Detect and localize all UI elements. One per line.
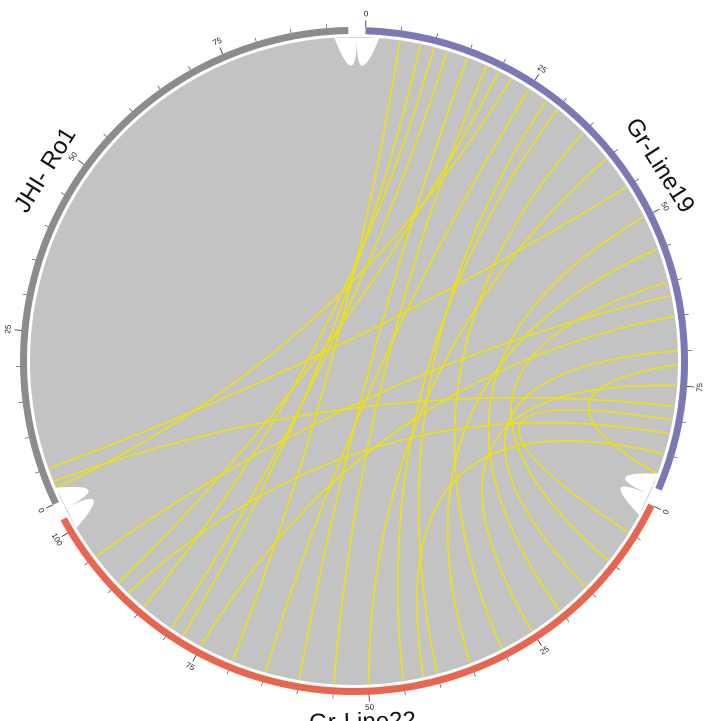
minor-tick <box>129 108 133 112</box>
minor-tick <box>614 149 618 153</box>
tick <box>537 639 542 647</box>
tick <box>654 506 662 510</box>
minor-tick <box>637 537 641 541</box>
link <box>118 71 500 584</box>
minor-tick <box>616 567 620 571</box>
segment-arc <box>365 27 688 491</box>
minor-tick <box>226 670 229 675</box>
minor-tick <box>254 37 257 42</box>
tick-label: 75 <box>695 382 705 392</box>
minor-tick <box>44 224 49 227</box>
link <box>298 58 468 680</box>
minor-tick <box>35 471 40 474</box>
minor-tick <box>673 456 678 459</box>
tick <box>192 655 197 662</box>
minor-tick <box>162 636 166 641</box>
minor-tick <box>401 26 403 31</box>
minor-tick <box>506 657 509 662</box>
link <box>481 384 677 632</box>
segment-arc <box>20 27 349 505</box>
minor-tick <box>84 562 88 566</box>
link <box>49 186 627 469</box>
minor-tick <box>635 178 639 182</box>
tick-label: 25 <box>3 324 13 334</box>
link <box>56 78 512 489</box>
minor-tick <box>473 672 476 677</box>
minor-tick <box>404 691 406 696</box>
tick <box>534 74 540 81</box>
tick-label: 100 <box>50 531 65 548</box>
link <box>333 66 487 684</box>
link <box>96 295 671 557</box>
minor-tick <box>677 278 682 280</box>
minor-tick <box>157 85 161 90</box>
link <box>128 421 669 594</box>
segment-name: JHI- Ro1 <box>9 123 82 218</box>
link <box>397 109 558 681</box>
minor-tick <box>590 122 594 126</box>
tick <box>61 532 68 537</box>
tick-label: 50 <box>365 703 375 712</box>
tick <box>78 160 85 165</box>
minor-tick <box>682 421 687 424</box>
tick-label: 75 <box>211 36 223 48</box>
segment-name: Gr-Line22 <box>309 707 416 721</box>
minor-tick <box>296 690 298 695</box>
minor-tick <box>436 33 438 38</box>
link <box>264 89 530 672</box>
link <box>503 350 677 588</box>
link <box>587 364 678 475</box>
link <box>417 100 547 674</box>
tick-label: 0 <box>364 9 369 18</box>
link <box>453 132 584 649</box>
tick <box>46 504 53 509</box>
tick <box>219 47 223 55</box>
tick-label: 25 <box>538 644 551 657</box>
minor-tick <box>503 58 506 63</box>
minor-tick <box>566 618 570 622</box>
tick-label: 25 <box>536 63 549 76</box>
tick <box>14 329 22 331</box>
gap-wedge <box>55 486 94 529</box>
tick-label: 50 <box>659 200 671 212</box>
tick-label: 0 <box>36 506 46 514</box>
minor-tick <box>470 44 473 49</box>
link <box>518 409 672 533</box>
minor-tick <box>439 683 442 688</box>
link <box>510 281 668 562</box>
link <box>487 216 644 611</box>
minor-tick <box>563 97 567 102</box>
minor-tick <box>107 589 112 594</box>
minor-tick <box>22 293 27 296</box>
minor-tick <box>60 192 65 195</box>
link <box>446 248 658 663</box>
tick-label: 0 <box>661 508 671 516</box>
gap-wedge <box>620 473 658 515</box>
tick <box>652 208 660 213</box>
minor-tick <box>134 614 138 619</box>
link <box>231 41 401 661</box>
link <box>53 396 674 482</box>
gap-wedge <box>334 37 380 66</box>
minor-tick <box>24 437 29 439</box>
link <box>200 315 675 647</box>
link <box>182 44 422 636</box>
minor-tick <box>188 66 191 70</box>
minor-tick <box>31 258 36 261</box>
link <box>367 158 607 684</box>
minor-tick <box>592 594 597 598</box>
minor-tick <box>667 243 672 246</box>
tick <box>686 386 695 388</box>
tick-label: 75 <box>184 660 197 672</box>
minor-tick <box>290 28 292 34</box>
minor-tick <box>103 133 107 137</box>
segment-arc <box>60 503 655 695</box>
minor-tick <box>261 682 263 687</box>
link <box>170 51 449 629</box>
link <box>416 440 664 677</box>
link-background <box>30 37 678 685</box>
minor-tick <box>684 313 689 316</box>
